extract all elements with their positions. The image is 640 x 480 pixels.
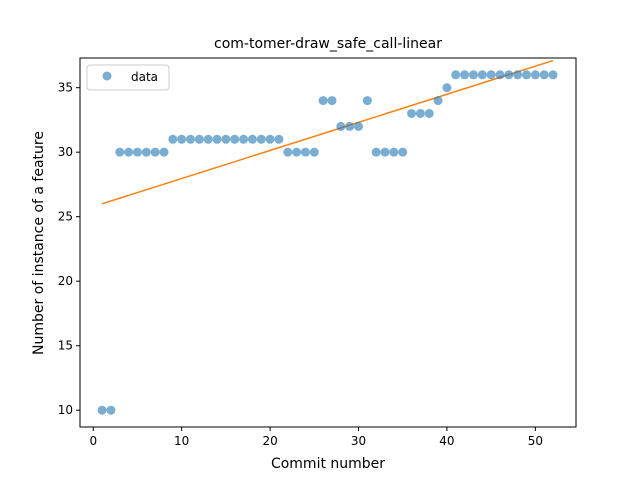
data-point: [345, 121, 355, 131]
data-point: [415, 108, 425, 118]
legend-marker: [102, 71, 112, 81]
y-tick-label: 10: [58, 403, 73, 417]
y-tick-label: 25: [58, 210, 73, 224]
data-point: [230, 134, 240, 144]
data-point: [300, 147, 310, 157]
chart-title: com-tomer-draw_safe_call-linear: [214, 36, 442, 52]
data-point: [239, 134, 249, 144]
data-point: [468, 70, 478, 80]
data-point: [495, 70, 505, 80]
data-point: [221, 134, 231, 144]
data-point: [186, 134, 196, 144]
x-axis-label: Commit number: [271, 456, 385, 472]
data-point: [203, 134, 213, 144]
data-point: [504, 70, 514, 80]
x-tick-label: 0: [89, 434, 97, 448]
legend-label: data: [131, 70, 158, 84]
legend: data: [86, 64, 170, 91]
data-point: [354, 121, 364, 131]
x-tick-label: 20: [262, 434, 277, 448]
y-tick-label: 15: [58, 339, 73, 353]
data-point: [336, 121, 346, 131]
data-point: [486, 70, 496, 80]
data-point: [398, 147, 408, 157]
data-point: [256, 134, 266, 144]
data-point: [513, 70, 523, 80]
data-point: [283, 147, 293, 157]
data-point: [424, 108, 434, 118]
data-point: [168, 134, 178, 144]
data-point: [442, 83, 452, 93]
data-point: [477, 70, 487, 80]
data-point: [265, 134, 275, 144]
trend-line: [101, 59, 554, 205]
data-point: [115, 147, 125, 157]
y-tick-label: 30: [58, 145, 73, 159]
data-point: [132, 147, 142, 157]
data-point: [521, 70, 531, 80]
data-point: [460, 70, 470, 80]
x-tick-label: 50: [528, 434, 543, 448]
data-point: [194, 134, 204, 144]
data-point: [97, 405, 107, 415]
data-point: [212, 134, 222, 144]
y-tick-label: 20: [58, 274, 73, 288]
data-point: [548, 70, 558, 80]
data-point: [159, 147, 169, 157]
data-point: [150, 147, 160, 157]
y-axis-label: Number of instance of a feature: [31, 131, 47, 355]
data-point: [247, 134, 257, 144]
data-point: [327, 96, 337, 106]
data-point: [530, 70, 540, 80]
data-point: [318, 96, 328, 106]
legend-box: [86, 64, 170, 91]
x-tick-label: 30: [351, 434, 366, 448]
data-point: [380, 147, 390, 157]
axes-frame: [79, 57, 577, 428]
data-point: [407, 108, 417, 118]
data-point: [141, 147, 151, 157]
data-point: [309, 147, 319, 157]
data-point: [106, 405, 116, 415]
data-point: [433, 96, 443, 106]
data-point: [371, 147, 381, 157]
data-points-series: [97, 70, 558, 415]
x-tick-label: 10: [174, 434, 189, 448]
data-point: [177, 134, 187, 144]
trend-line-series: [101, 59, 554, 205]
data-point: [362, 96, 372, 106]
data-point: [124, 147, 134, 157]
x-tick-label: 40: [439, 434, 454, 448]
data-point: [389, 147, 399, 157]
data-point: [451, 70, 461, 80]
data-point: [292, 147, 302, 157]
y-tick-label: 35: [58, 81, 73, 95]
data-point: [539, 70, 549, 80]
x-axis-ticks: 0 10 20 30 40 50: [89, 427, 543, 448]
y-axis-ticks: 10 15 20 25 30 35: [58, 81, 80, 417]
data-point: [274, 134, 284, 144]
